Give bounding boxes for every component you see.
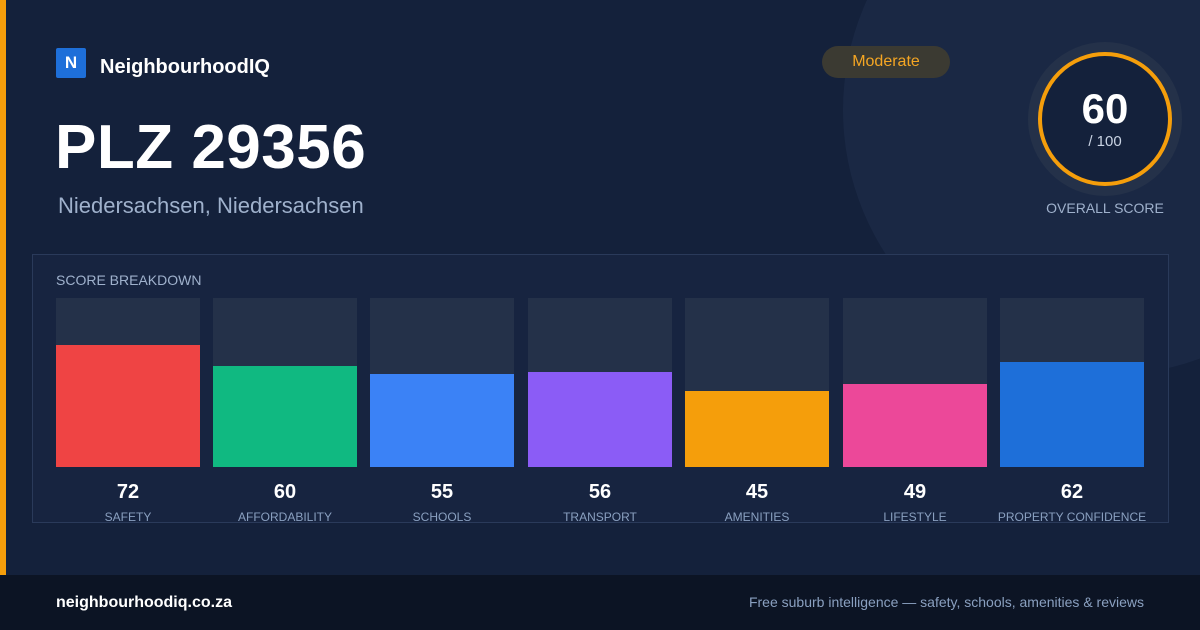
score-column-lifestyle: 49 LIFESTYLE (843, 298, 987, 524)
overall-score-label: OVERALL SCORE (1046, 200, 1164, 216)
footer: neighbourhoodiq.co.za Free suburb intell… (0, 575, 1200, 630)
score-value: 49 (903, 481, 927, 503)
footer-tagline: Free suburb intelligence — safety, schoo… (748, 594, 1144, 610)
score-value: 62 (1060, 481, 1084, 503)
score-bar-fill (528, 372, 672, 467)
score-bar-track (370, 298, 514, 467)
score-bar-fill (685, 391, 829, 467)
location-subtitle: Niedersachsen, Niedersachsen (58, 193, 364, 218)
overall-score-denominator: / 100 (1088, 133, 1122, 150)
score-column-safety: 72 SAFETY (56, 298, 200, 524)
rating-badge: Moderate (822, 46, 950, 78)
score-label: AMENITIES (724, 510, 790, 524)
page-title: PLZ 29356 (55, 113, 367, 182)
score-label: LIFESTYLE (883, 510, 947, 524)
score-label: TRANSPORT (563, 510, 637, 524)
overall-score-gauge: 60 / 100 (1028, 42, 1182, 196)
score-value: 60 (273, 481, 297, 503)
score-bar-fill (843, 384, 987, 467)
breakdown-title: SCORE BREAKDOWN (56, 272, 202, 288)
score-bar-track (213, 298, 357, 467)
score-column-property-confidence: 62 PROPERTY CONFIDENCE (998, 298, 1146, 524)
overall-score-value: 60 (1081, 85, 1129, 132)
score-value: 55 (430, 481, 454, 503)
footer-domain-link[interactable]: neighbourhoodiq.co.za (56, 594, 232, 611)
score-bar-track (56, 298, 200, 467)
score-value: 56 (588, 481, 612, 503)
score-ring (1038, 52, 1172, 186)
score-label: PROPERTY CONFIDENCE (997, 510, 1147, 524)
score-bar-track (1000, 298, 1144, 467)
score-bar-track (843, 298, 987, 467)
brand: N NeighbourhoodIQ (56, 46, 270, 79)
score-column-transport: 56 TRANSPORT (528, 298, 672, 524)
score-value: 45 (745, 481, 769, 503)
score-label: AFFORDABILITY (237, 510, 332, 524)
score-breakdown-panel: SCORE BREAKDOWN 72 SAFETY 60 AFFORDABILI… (32, 254, 1169, 524)
score-bar-track (685, 298, 829, 467)
score-bar-fill (213, 366, 357, 467)
score-value: 72 (116, 481, 140, 503)
score-bar-track (528, 298, 672, 467)
score-column-amenities: 45 AMENITIES (685, 298, 829, 524)
brand-logo-icon: N (56, 47, 86, 78)
brand-name: NeighbourhoodIQ (100, 56, 270, 78)
score-bar-fill (56, 345, 200, 467)
accent-bar (0, 0, 6, 575)
score-column-schools: 55 SCHOOLS (370, 298, 514, 524)
score-column-affordability: 60 AFFORDABILITY (213, 298, 357, 524)
score-bar-fill (370, 374, 514, 467)
score-label: SCHOOLS (412, 510, 472, 524)
score-label: SAFETY (104, 510, 152, 524)
score-bar-fill (1000, 362, 1144, 467)
